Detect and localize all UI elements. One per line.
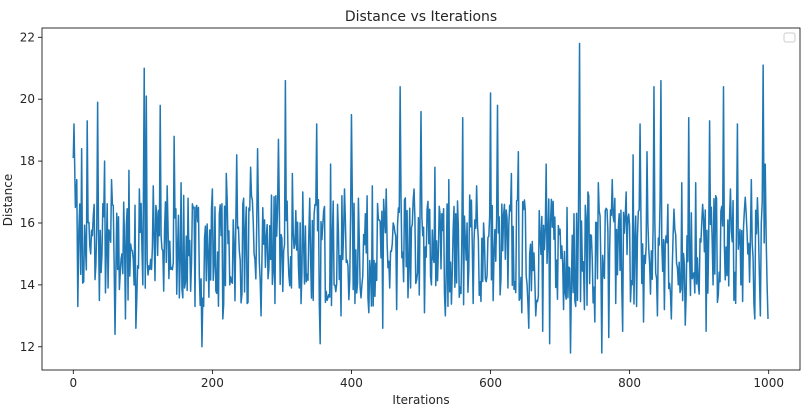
x-tick-label: 200 <box>201 376 224 390</box>
x-tick-label: 600 <box>479 376 502 390</box>
y-tick-label: 20 <box>20 92 35 106</box>
y-tick-label: 22 <box>20 30 35 44</box>
y-tick-label: 16 <box>20 216 35 230</box>
distance-series-line <box>72 42 769 354</box>
y-tick-label: 18 <box>20 154 35 168</box>
x-tick-label: 800 <box>618 376 641 390</box>
x-axis: 0 200 400 600 800 1000 <box>69 370 784 390</box>
x-axis-title: Iterations <box>392 393 449 407</box>
plot-area-frame <box>41 27 801 371</box>
x-tick-label: 1000 <box>753 376 784 390</box>
y-tick-label: 12 <box>20 340 35 354</box>
x-tick-label: 0 <box>69 376 77 390</box>
y-axis-title: Distance <box>1 174 15 226</box>
legend-box <box>783 32 796 43</box>
y-axis: 12 14 16 18 20 22 <box>20 30 42 354</box>
x-tick-label: 400 <box>340 376 363 390</box>
chart-title: Distance vs Iterations <box>345 9 497 25</box>
y-tick-label: 14 <box>20 278 35 292</box>
